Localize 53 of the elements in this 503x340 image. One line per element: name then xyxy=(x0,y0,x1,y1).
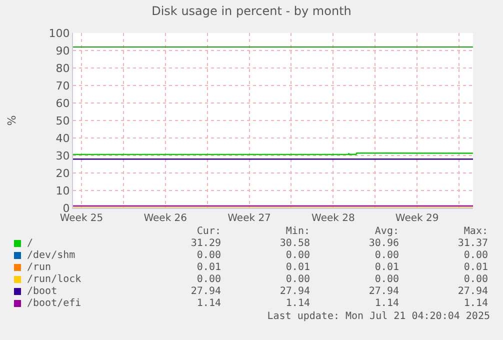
y-tick-label: 60 xyxy=(56,96,70,110)
y-tick-label: 0 xyxy=(62,202,70,215)
y-tick-label: 100 xyxy=(48,26,70,40)
legend-label: /boot xyxy=(27,286,58,298)
text: 1.14 xyxy=(196,298,221,310)
text: 0.01 xyxy=(374,262,399,274)
y-tick-label: 20 xyxy=(56,166,70,180)
text: 1.14 xyxy=(284,298,310,310)
text: 0.01 xyxy=(284,262,310,274)
text: 0.00 xyxy=(284,250,310,262)
text: 27.94 xyxy=(368,286,399,298)
legend-label: /run/lock xyxy=(27,274,82,286)
text: 0.00 xyxy=(462,274,488,286)
text: 0.00 xyxy=(374,250,399,262)
x-tick-label: Week 29 xyxy=(395,213,439,224)
legend-label: /boot/efi xyxy=(27,298,82,310)
y-axis-title: % xyxy=(5,115,18,126)
text: 31.29 xyxy=(190,238,221,250)
text: 31.37 xyxy=(456,238,488,250)
text: Min: xyxy=(284,226,310,238)
x-tick-label: Week 27 xyxy=(228,213,271,224)
text: Max: xyxy=(462,226,488,238)
text: 27.94 xyxy=(456,286,488,298)
y-tick-label: 30 xyxy=(56,149,70,162)
text: 0.01 xyxy=(196,262,221,274)
text: 0.00 xyxy=(196,274,221,286)
x-tick-label: Week 26 xyxy=(144,213,188,224)
text: 30.58 xyxy=(278,238,310,250)
y-tick-label: 70 xyxy=(56,79,70,92)
y-tick-label: 10 xyxy=(56,184,70,198)
legend-label: /dev/shm xyxy=(27,250,76,262)
x-tick-label: Week 28 xyxy=(312,213,355,224)
text: 30.96 xyxy=(368,238,399,250)
text: Avg: xyxy=(374,226,399,238)
text: 27.94 xyxy=(278,286,310,298)
text: 1.14 xyxy=(374,298,399,310)
text: Last update: Mon Jul 21 04:20:04 2025 xyxy=(266,311,490,322)
chart-title: Disk usage in percent - by month xyxy=(152,4,352,18)
x-tick-label: Week 25 xyxy=(60,213,104,224)
y-tick-label: 80 xyxy=(56,62,70,75)
text: 1.14 xyxy=(462,298,488,310)
legend-label: / xyxy=(27,238,34,250)
text: 0.00 xyxy=(374,274,399,286)
text: 27.94 xyxy=(190,286,221,298)
y-tick-label: 50 xyxy=(56,114,70,128)
text: 0.00 xyxy=(196,250,221,262)
text: 0.00 xyxy=(462,250,488,262)
text: 0.00 xyxy=(284,274,310,286)
legend-label: /run xyxy=(27,262,52,274)
y-tick-label: 90 xyxy=(56,44,70,58)
y-tick-label: 40 xyxy=(56,132,70,145)
text: 0.01 xyxy=(462,262,488,274)
text: Cur: xyxy=(196,226,221,238)
